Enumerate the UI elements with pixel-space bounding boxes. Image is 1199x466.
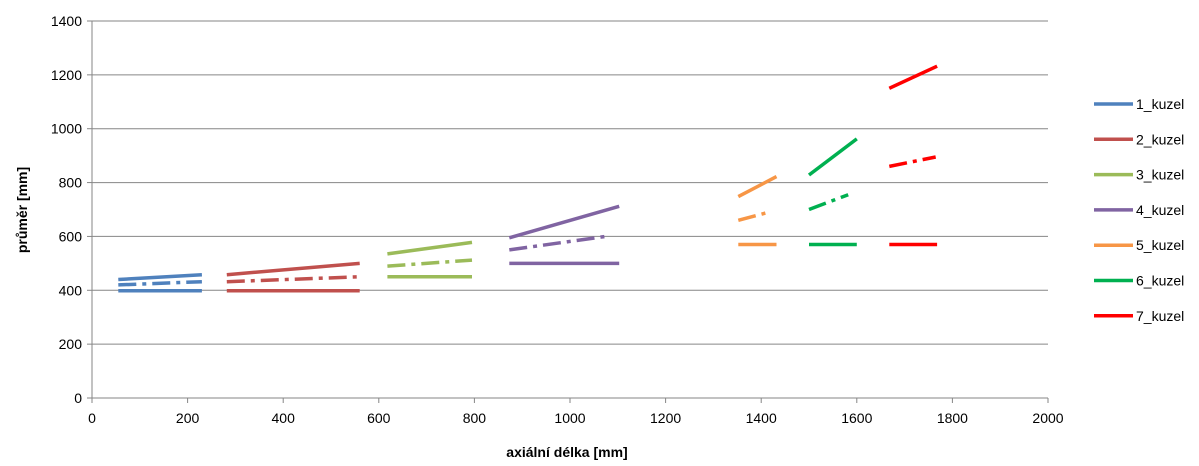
legend-label: 6_kuzel — [1136, 273, 1184, 289]
y-tick-label: 400 — [59, 282, 83, 298]
series-7_kuzel — [888, 64, 938, 247]
y-tick-label: 800 — [59, 175, 83, 191]
legend-label: 5_kuzel — [1136, 237, 1184, 253]
x-tick-label: 1600 — [841, 410, 872, 426]
series-line — [118, 279, 202, 287]
x-tick-label: 1800 — [937, 410, 968, 426]
legend-item: 4_kuzel — [1094, 202, 1184, 218]
legend-item: 3_kuzel — [1094, 167, 1184, 183]
x-axis-title: axiální délka [mm] — [506, 444, 627, 460]
x-tick-label: 1400 — [746, 410, 777, 426]
y-tick-label: 0 — [74, 390, 82, 406]
series-line — [888, 64, 938, 90]
x-tick-label: 1000 — [554, 410, 585, 426]
series-2_kuzel — [226, 261, 360, 293]
legend-item: 6_kuzel — [1094, 273, 1184, 289]
y-tick-label: 1400 — [51, 13, 82, 29]
series-line — [807, 137, 858, 177]
y-tick-label: 600 — [59, 228, 83, 244]
series-line — [508, 204, 620, 240]
y-tick-label: 200 — [59, 336, 83, 352]
series-4_kuzel — [508, 204, 620, 266]
legend: 1_kuzel 2_kuzel 3_kuzel 4_kuzel 5_kuzel 6_kuz… — [1094, 96, 1184, 324]
legend-label: 2_kuzel — [1136, 131, 1184, 147]
series-3_kuzel — [387, 240, 473, 279]
series-line — [118, 272, 203, 282]
series-line — [509, 234, 607, 252]
series-5_kuzel — [737, 175, 778, 247]
x-tick-label: 200 — [176, 410, 200, 426]
series-line — [226, 275, 360, 284]
series-1_kuzel — [118, 272, 203, 293]
x-tick-label: 600 — [367, 410, 391, 426]
axes: 0 200 400 600 800 1000 1200 1400 0 200 400 600 800 10… — [51, 13, 1064, 426]
x-tick-label: 400 — [272, 410, 296, 426]
x-tick-label: 800 — [463, 410, 487, 426]
series-line — [888, 155, 937, 169]
y-tick-label: 1200 — [51, 67, 82, 83]
legend-label: 1_kuzel — [1136, 96, 1184, 112]
series-line — [387, 258, 473, 268]
series-line — [808, 193, 849, 212]
series-6_kuzel — [807, 137, 858, 247]
legend-label: 7_kuzel — [1136, 308, 1184, 324]
legend-item: 7_kuzel — [1094, 308, 1184, 324]
series-line — [387, 240, 473, 256]
y-axis-title: průměr [mm] — [14, 167, 30, 253]
x-tick-label: 2000 — [1032, 410, 1063, 426]
legend-label: 4_kuzel — [1136, 202, 1184, 218]
x-tick-label: 0 — [88, 410, 96, 426]
legend-item: 2_kuzel — [1094, 131, 1184, 147]
gridlines — [92, 20, 1048, 345]
y-tick-label: 1000 — [51, 121, 82, 137]
series-line — [737, 175, 778, 199]
data-series — [118, 64, 938, 293]
legend-label: 3_kuzel — [1136, 167, 1184, 183]
series-line — [737, 211, 768, 222]
x-tick-label: 1200 — [650, 410, 681, 426]
legend-item: 1_kuzel — [1094, 96, 1184, 112]
legend-item: 5_kuzel — [1094, 237, 1184, 253]
series-line — [226, 261, 360, 277]
